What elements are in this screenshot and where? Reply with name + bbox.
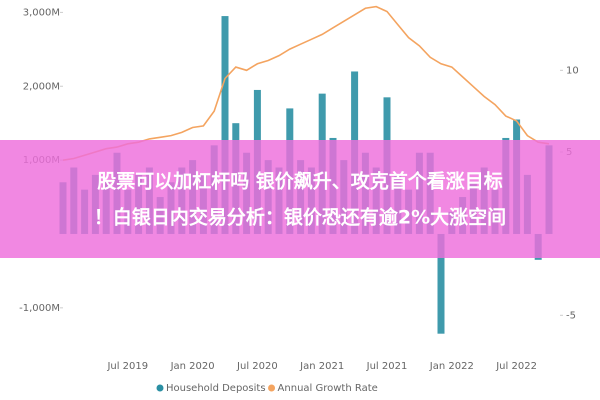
y-tick-label: -1,000M bbox=[19, 303, 60, 314]
y-tick-label: 2,000M bbox=[23, 81, 60, 92]
bar bbox=[221, 16, 229, 234]
y2-tick-label: -5 bbox=[566, 310, 576, 321]
legend-label: Annual Growth Rate bbox=[278, 383, 378, 394]
bar bbox=[437, 233, 445, 334]
y-tick-label: 3,000M bbox=[23, 7, 60, 18]
banner-background bbox=[0, 140, 600, 258]
legend: Household Deposits Annual Growth Rate bbox=[156, 383, 378, 394]
legend-swatch bbox=[268, 384, 276, 392]
legend-label: Household Deposits bbox=[166, 383, 266, 394]
banner-text: ！白银日内交易分析：银价恐还有逾2%大涨空间 bbox=[94, 206, 506, 229]
y2-tick-label: 10 bbox=[566, 65, 579, 76]
x-tick-label: Jul 2019 bbox=[106, 361, 148, 372]
x-tick-label: Jan 2022 bbox=[429, 361, 474, 372]
x-tick-label: Jul 2020 bbox=[236, 361, 278, 372]
x-tick-label: Jan 2020 bbox=[170, 361, 215, 372]
legend-swatch bbox=[156, 384, 164, 392]
line bbox=[62, 5, 550, 161]
banner-text: 股票可以加杠杆吗 银价飙升、攻克首个看涨目标 bbox=[97, 170, 503, 193]
x-tick-label: Jul 2022 bbox=[495, 361, 537, 372]
x-tick-label: Jan 2021 bbox=[299, 361, 344, 372]
x-tick-label: Jul 2021 bbox=[366, 361, 408, 372]
